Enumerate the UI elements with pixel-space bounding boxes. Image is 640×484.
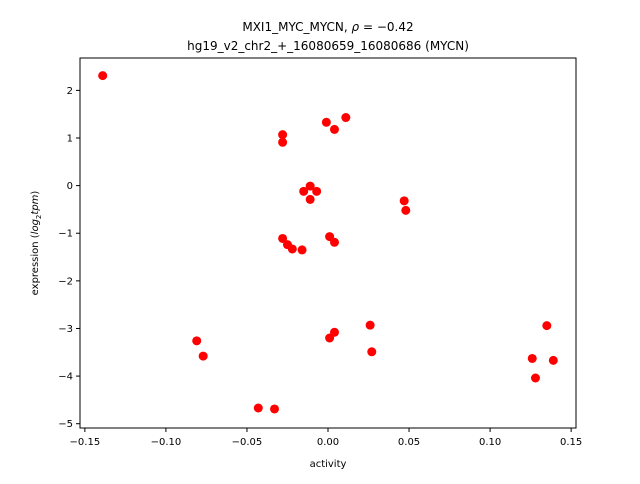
- x-tick-label: −0.15: [70, 437, 101, 448]
- data-point: [297, 245, 307, 255]
- data-point: [312, 186, 322, 196]
- y-tick-label: −2: [58, 276, 73, 287]
- y-tick-label: 2: [67, 86, 73, 97]
- data-point: [278, 137, 288, 147]
- data-point: [253, 403, 263, 413]
- data-point: [329, 237, 339, 247]
- data-point: [341, 113, 351, 123]
- x-tick-label: 0.05: [398, 437, 420, 448]
- data-point: [329, 327, 339, 337]
- y-axis-label: expression (log2tpm): [30, 191, 43, 296]
- y-tick-label: −4: [58, 372, 73, 383]
- data-point: [548, 355, 558, 365]
- chart-title-line1: MXI1_MYC_MYCN, ρ = −0.42: [242, 20, 413, 34]
- data-point: [321, 117, 331, 127]
- data-point: [192, 336, 202, 346]
- data-point: [287, 244, 297, 254]
- x-tick-label: 0.15: [560, 437, 582, 448]
- data-point: [542, 321, 552, 331]
- x-tick-label: −0.10: [151, 437, 182, 448]
- data-point: [278, 130, 288, 140]
- chart-title-line2: hg19_v2_chr2_+_16080659_16080686 (MYCN): [187, 39, 469, 53]
- data-point: [401, 205, 411, 215]
- data-point: [329, 124, 339, 134]
- x-tick-label: 0.00: [317, 437, 339, 448]
- y-tick-label: −5: [58, 419, 73, 430]
- data-point: [278, 233, 288, 243]
- data-point: [365, 320, 375, 330]
- y-tick-label: 0: [67, 181, 73, 192]
- plot-area: [98, 71, 558, 414]
- y-tick-label: 1: [67, 134, 73, 145]
- x-axis-label: activity: [310, 459, 347, 470]
- x-axis: −0.15 −0.10 −0.05 0.00 0.05 0.10 0.15: [70, 428, 582, 448]
- data-point: [399, 196, 409, 206]
- data-point: [198, 351, 208, 361]
- x-tick-label: −0.05: [232, 437, 263, 448]
- y-axis: 2 1 0 −1 −2 −3 −4 −5: [58, 86, 80, 430]
- data-point: [527, 353, 537, 363]
- data-point: [299, 186, 309, 196]
- y-tick-label: −1: [58, 229, 73, 240]
- data-point: [305, 181, 315, 191]
- data-point: [270, 404, 280, 414]
- y-tick-label: −3: [58, 324, 73, 335]
- data-point: [530, 373, 540, 383]
- x-tick-label: 0.10: [479, 437, 501, 448]
- data-point: [367, 347, 377, 357]
- data-point: [98, 71, 108, 81]
- data-point: [305, 194, 315, 204]
